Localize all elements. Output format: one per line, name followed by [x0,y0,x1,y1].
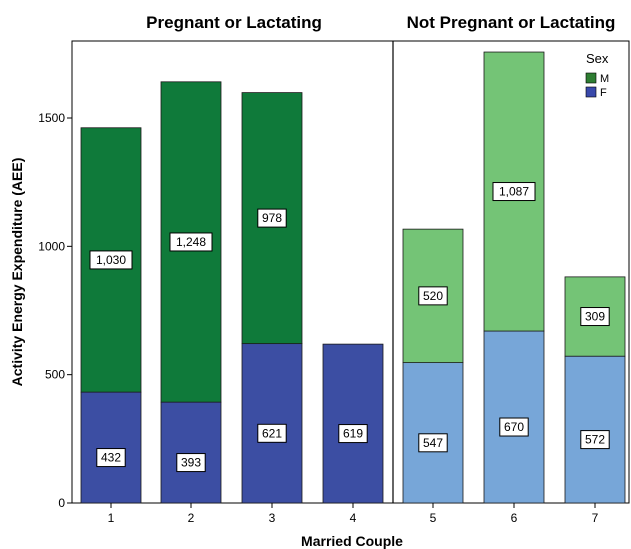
value-label-f-3: 621 [257,423,287,443]
value-label-m-1-box [89,250,133,270]
value-label-f-5-text: 547 [423,436,443,450]
legend-label-m: M [600,73,609,85]
panel-title-pregnant: Pregnant or Lactating [146,13,322,32]
bar-f-couple-1 [80,391,142,504]
value-label-f-7-text: 572 [585,433,605,447]
value-label-f-2-text: 393 [181,456,201,470]
x-tick-label-2: 2 [188,511,195,525]
value-label-f-1-text: 432 [101,451,121,465]
bar-f-couple-4 [322,343,384,504]
value-label-m-6-text: 1,087 [499,185,529,199]
panel-title-not-pregnant: Not Pregnant or Lactating [407,13,616,32]
value-label-f-4-box [338,424,368,444]
x-tick-label-7: 7 [592,511,599,525]
value-label-m-5: 520 [418,286,448,306]
value-label-m-7: 309 [580,307,610,327]
value-label-f-2-box [176,453,206,473]
value-label-f-1-box [96,448,126,468]
value-label-f-4: 619 [338,424,368,444]
legend-label-f: F [600,87,607,99]
value-label-f-5-box [418,433,448,453]
y-tick-label-1500: 1500 [38,111,65,125]
value-label-m-3-text: 978 [262,211,282,225]
value-label-f-6-box [499,417,529,437]
value-label-f-7-box [580,430,610,450]
value-label-f-6: 670 [499,417,529,437]
x-axis-title: Married Couple [301,533,403,549]
y-tick-label-0: 0 [58,496,65,510]
value-label-f-3-text: 621 [262,426,282,440]
value-label-m-5-text: 520 [423,289,443,303]
value-label-m-6-box [492,182,536,202]
value-label-m-7-box [580,307,610,327]
value-label-f-6-text: 670 [504,420,524,434]
legend-swatch-m [585,72,597,84]
bar-f-couple-6 [483,330,545,504]
bar-f-couple-5 [402,362,464,504]
legend: Sex M F [585,51,609,99]
legend-title: Sex [586,51,609,66]
value-label-m-2: 1,248 [169,232,213,252]
value-label-m-3-box [257,208,287,228]
value-label-f-3-box [257,423,287,443]
panel-titles: Pregnant or Lactating Not Pregnant or La… [146,13,615,32]
value-label-m-2-box [169,232,213,252]
value-label-f-7: 572 [580,430,610,450]
x-tick-label-3: 3 [269,511,276,525]
legend-swatch-f [585,86,597,98]
value-label-f-5: 547 [418,433,448,453]
value-label-m-3: 978 [257,208,287,228]
y-tick-label-500: 500 [45,368,65,382]
value-label-f-4-text: 619 [343,427,363,441]
value-label-m-7-text: 309 [585,310,605,324]
value-label-f-1: 432 [96,448,126,468]
bar-f-couple-7 [564,355,626,504]
x-tick-label-5: 5 [430,511,437,525]
value-label-f-2: 393 [176,453,206,473]
x-tick-label-4: 4 [350,511,357,525]
value-label-m-6: 1,087 [492,182,536,202]
bar-f-couple-2 [160,401,222,504]
bar-f-couple-3 [241,343,303,504]
bars-layer [80,51,626,504]
y-tick-label-1000: 1000 [38,239,65,253]
value-label-m-2-text: 1,248 [176,235,206,249]
value-labels-layer: 432 1,030 393 1,248 621 978 619 547 520 670 1,087 5… [89,182,610,473]
value-label-m-1-text: 1,030 [96,253,126,267]
value-label-m-1: 1,030 [89,250,133,270]
x-tick-label-6: 6 [511,511,518,525]
x-tick-label-1: 1 [108,511,115,525]
y-axis-title: Activity Energy Expenditure (AEE) [9,158,25,387]
value-label-m-5-box [418,286,448,306]
